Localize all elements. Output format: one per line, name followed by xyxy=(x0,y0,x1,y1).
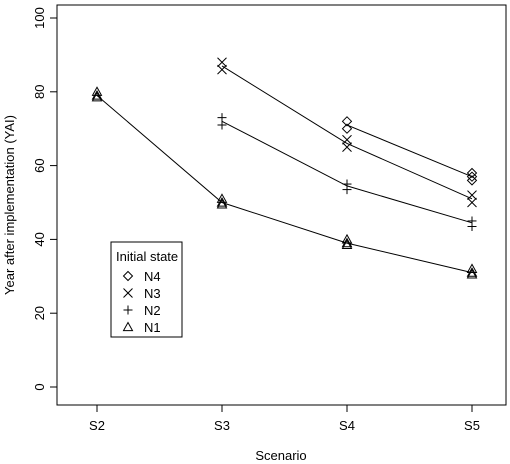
data-point-n1 xyxy=(466,263,478,274)
legend-box xyxy=(110,241,183,338)
marker-stroke xyxy=(342,142,352,153)
data-point-n1 xyxy=(341,233,353,244)
data-point-n1 xyxy=(216,193,228,203)
marker-stroke xyxy=(217,57,227,68)
series-line-n4 xyxy=(346,124,473,178)
data-point-n1 xyxy=(466,267,478,277)
x-tick-label: S4 xyxy=(339,418,355,433)
data-point-n2 xyxy=(342,185,352,195)
legend-label-n1: N1 xyxy=(144,320,161,335)
data-point-n2 xyxy=(217,120,227,130)
data-point-n1 xyxy=(466,268,478,279)
marker-stroke xyxy=(467,197,477,208)
legend-title: Initial state xyxy=(116,249,178,264)
data-point-n1 xyxy=(341,237,353,248)
data-point-n4 xyxy=(341,116,353,127)
plot-frame xyxy=(56,4,507,406)
data-point-n1 xyxy=(91,89,103,100)
series-markers xyxy=(91,57,478,279)
series-line-n3 xyxy=(221,65,473,200)
data-point-n3 xyxy=(342,134,352,145)
marker-stroke xyxy=(123,288,133,298)
y-tick-label: 20 xyxy=(32,306,47,320)
data-point-n4 xyxy=(341,123,353,134)
data-point-n1 xyxy=(216,198,228,209)
legend-label-n3: N3 xyxy=(144,286,161,301)
series-line-n2 xyxy=(221,120,473,224)
y-tick-label: 80 xyxy=(32,85,47,99)
data-point-n2 xyxy=(467,221,477,231)
legend-entries: N4 N3 N2 N1 xyxy=(122,269,161,335)
y-axis: 0 20 40 60 80 100 xyxy=(32,7,57,391)
marker-stroke xyxy=(467,190,477,200)
legend: Initial state N4 N3 N2 N1 xyxy=(110,241,183,338)
data-point-n4 xyxy=(466,175,478,186)
data-point-n3 xyxy=(342,142,352,153)
y-tick-label: 40 xyxy=(32,232,47,246)
legend-marker-n2 xyxy=(123,305,133,315)
x-tick-label: S3 xyxy=(214,418,230,433)
y-tick-label: 60 xyxy=(32,158,47,172)
data-point-n3 xyxy=(467,190,477,200)
y-axis-title: Year after implementation (YAI) xyxy=(2,115,17,295)
data-point-n4 xyxy=(466,167,478,179)
legend-label-n2: N2 xyxy=(144,303,161,318)
x-axis-title: Scenario xyxy=(255,448,306,463)
y-tick-label: 100 xyxy=(32,7,47,29)
y-tick-label: 0 xyxy=(32,383,47,390)
x-tick-label: S5 xyxy=(464,418,480,433)
x-axis: S2 S3 S4 S5 xyxy=(89,405,480,433)
data-point-n4 xyxy=(466,171,478,182)
marker-stroke xyxy=(342,134,352,145)
marker-stroke xyxy=(217,64,227,75)
legend-marker-n3 xyxy=(123,288,133,298)
series-line-n1 xyxy=(96,95,473,274)
legend-label-n4: N4 xyxy=(144,269,161,284)
data-point-n3 xyxy=(217,64,227,75)
data-point-n3 xyxy=(217,57,227,68)
data-point-n1 xyxy=(341,239,353,250)
data-point-n1 xyxy=(91,86,103,96)
data-point-n1 xyxy=(91,91,103,102)
data-point-n3 xyxy=(467,197,477,208)
x-tick-label: S2 xyxy=(89,418,105,433)
legend-marker-n1 xyxy=(122,321,134,332)
legend-marker-n4 xyxy=(122,270,134,282)
data-point-n1 xyxy=(216,196,228,207)
